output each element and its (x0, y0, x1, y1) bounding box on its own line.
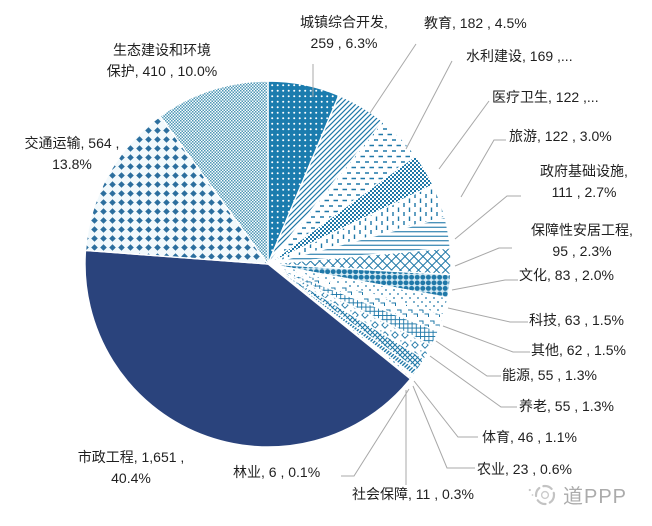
slice-label-shebao: 社会保障, 11 , 0.3% (352, 486, 474, 502)
slice-label-nengyuan: 能源, 55 , 1.3% (502, 367, 597, 383)
leader-line-7 (451, 279, 518, 291)
slice-label-yiliao: 医疗卫生, 122 ,... (492, 89, 599, 105)
slice-label-nongye: 农业, 23 , 0.6% (477, 461, 572, 477)
watermark: 道PPP (528, 480, 627, 509)
slice-label-chengzhen: 城镇综合开发, 259 , 6.3% (300, 14, 388, 51)
leader-line-8 (447, 307, 528, 323)
slice-label-qita: 其他, 62 , 1.5% (531, 342, 626, 358)
slice-label-shuili: 水利建设, 169 ,... (466, 48, 573, 64)
slice-label-tiyu: 体育, 46 , 1.1% (482, 429, 577, 445)
slice-label-shizheng: 市政工程, 1,651 , 40.4% (77, 449, 185, 486)
leader-line-15 (341, 388, 410, 477)
leader-line-9 (442, 325, 530, 353)
pie-slice-16 (84, 249, 412, 448)
leader-line-4 (460, 139, 506, 198)
leader-line-6 (454, 247, 512, 267)
leader-line-2 (405, 60, 453, 150)
slice-label-shengtai: 生态建设和环境 保护, 410 , 10.0% (106, 42, 218, 79)
watermark-text: 道PPP (563, 486, 628, 508)
leader-line-11 (429, 355, 517, 408)
slice-label-yanglao: 养老, 55 , 1.3% (519, 398, 614, 414)
leader-line-3 (438, 100, 490, 170)
slice-label-linye: 林业, 6 , 0.1% (233, 464, 321, 480)
pie-slice-17 (84, 115, 269, 265)
leader-line-12 (413, 380, 478, 438)
leader-lines (312, 43, 530, 485)
slice-label-jiaotong: 交通运输, 564 , 13.8% (24, 135, 120, 172)
pie-slice-18 (159, 80, 269, 265)
leader-line-1 (369, 43, 417, 114)
slice-label-zhengfu: 政府基础设施, 111 , 2.7% (540, 163, 628, 200)
leader-line-5 (454, 195, 521, 240)
slice-label-jiaoyu: 教育, 182 , 4.5% (424, 15, 527, 31)
leader-line-10 (435, 340, 501, 377)
watermark-logo-icon (528, 484, 556, 505)
pie-slices (84, 80, 452, 448)
slice-label-keji: 科技, 63 , 1.5% (529, 312, 624, 328)
leader-line-13 (412, 385, 475, 469)
slice-label-wenhua: 文化, 83 , 2.0% (519, 267, 614, 283)
slice-label-baozhang: 保障性安居工程, 95 , 2.3% (531, 222, 633, 259)
slice-label-lvyou: 旅游, 122 , 3.0% (509, 128, 612, 144)
